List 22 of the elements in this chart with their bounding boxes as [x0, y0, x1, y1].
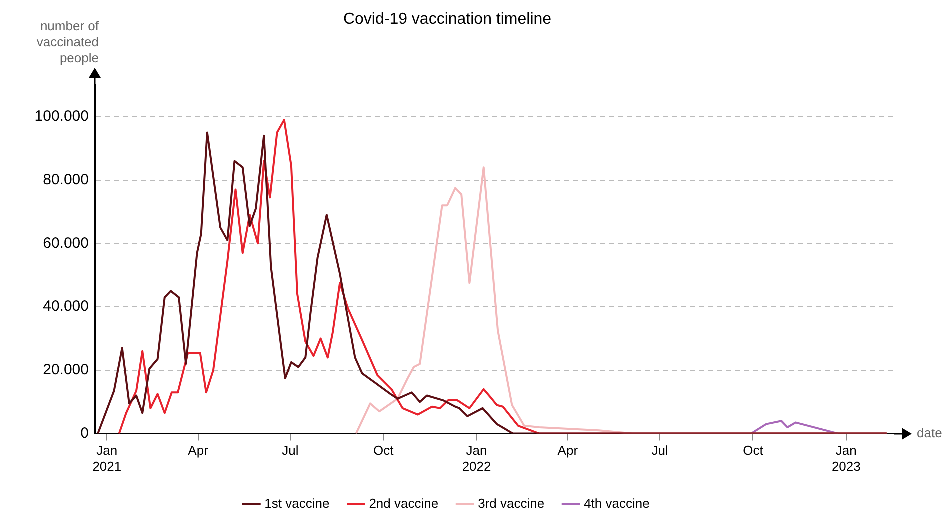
- x-tick-label: Apr: [558, 443, 579, 458]
- x-tick-label: Apr: [188, 443, 210, 458]
- y-tick-label: 80.000: [43, 171, 89, 188]
- x-tick-label: Jan 2022: [462, 443, 492, 474]
- x-tick-label: Oct: [743, 443, 764, 458]
- y-tick-label: 0: [80, 424, 89, 442]
- y-tick-label: 20.000: [43, 362, 89, 379]
- x-tick-label: Jan 2021: [92, 443, 122, 474]
- x-tick-label: Oct: [373, 443, 394, 458]
- x-tick-label: Jan 2023: [832, 443, 861, 474]
- x-axis-title: date: [917, 425, 942, 440]
- x-tick-label: Jul: [652, 443, 668, 458]
- legend-label: 4th vaccine: [584, 496, 650, 512]
- y-axis-title: number of vaccinated people: [36, 18, 100, 66]
- legend-label: 3rd vaccine: [478, 496, 545, 512]
- legend-label: 1st vaccine: [264, 496, 330, 512]
- chart-title: Covid-19 vaccination timeline: [343, 11, 552, 28]
- y-tick-label: 60.000: [43, 234, 89, 252]
- y-tick-label: 40.000: [43, 298, 89, 316]
- y-tick-label: 100.000: [34, 108, 89, 126]
- legend-label: 2nd vaccine: [369, 496, 439, 512]
- x-tick-label: Jul: [282, 443, 299, 458]
